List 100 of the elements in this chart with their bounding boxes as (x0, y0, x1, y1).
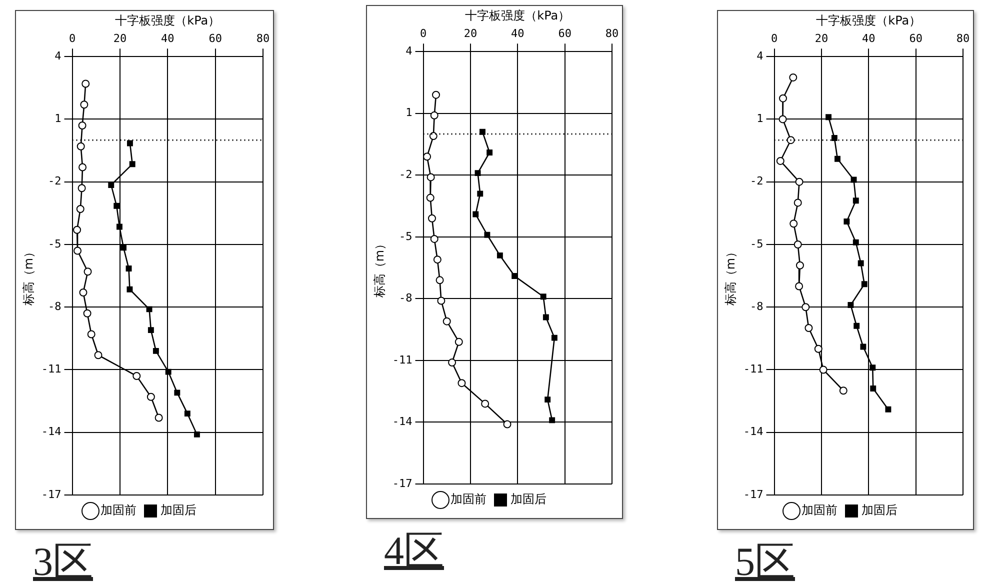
point (860, 344, 866, 350)
point (129, 161, 136, 168)
point (790, 220, 798, 228)
point (870, 386, 876, 392)
point (116, 224, 122, 230)
point (551, 334, 558, 341)
text: 5区 (735, 538, 795, 586)
x-tick-label: 0 (420, 26, 427, 40)
point (79, 288, 88, 296)
point (481, 400, 490, 408)
y-tick-label: -2 (750, 174, 764, 188)
point (154, 414, 163, 422)
point (148, 327, 154, 334)
x-axis-title: 十字板强度（kPa） (115, 13, 220, 28)
point (844, 218, 850, 224)
point (87, 330, 96, 338)
x-tick-label: 20 (464, 26, 478, 40)
point (152, 348, 159, 354)
legend-label: 加固前 (450, 492, 486, 506)
point (83, 309, 92, 318)
point (76, 142, 85, 150)
point (80, 100, 88, 109)
y-axis-title: 标高（m） (372, 238, 386, 299)
legend-label: 加固后 (862, 503, 898, 518)
point (132, 372, 141, 380)
point (74, 246, 82, 255)
legend-label: 加固后 (510, 492, 546, 506)
y-tick-label: -17 (392, 476, 412, 490)
point (831, 135, 838, 141)
point (804, 324, 813, 332)
point (885, 406, 892, 412)
y-tick-label: 4 (406, 44, 413, 58)
point (826, 114, 832, 120)
point (194, 431, 200, 438)
point (126, 266, 132, 272)
y-tick-label: -2 (399, 168, 412, 181)
point (429, 132, 438, 140)
x-tick-label: 0 (68, 32, 76, 45)
y-tick-label: -14 (743, 425, 764, 438)
x-axis-title: 十字板强度（kPa） (465, 8, 570, 22)
point (814, 344, 822, 353)
x-tick-label: 80 (605, 26, 619, 40)
point (73, 226, 82, 234)
point (839, 386, 848, 395)
point (486, 150, 493, 156)
y-axis-title: 标高（m） (723, 246, 738, 307)
text: 4区 (384, 527, 444, 575)
legend-label: 加固后 (160, 503, 196, 518)
point (496, 252, 503, 258)
point (858, 260, 864, 266)
y-tick-label: -5 (750, 237, 764, 250)
point (126, 140, 133, 146)
point (430, 111, 438, 120)
point (174, 390, 180, 396)
y-tick-label: 4 (756, 49, 764, 62)
point (778, 115, 787, 124)
legend-label: 加固前 (100, 503, 136, 518)
point (795, 282, 804, 290)
point (778, 94, 787, 102)
point (852, 239, 859, 246)
x-tick-label: 40 (862, 32, 876, 45)
point (120, 244, 126, 251)
point (794, 198, 802, 207)
point (484, 232, 490, 238)
text: 3区 (33, 538, 93, 586)
x-tick-label: 0 (770, 32, 778, 45)
point (477, 190, 484, 197)
y-tick-label: -8 (750, 300, 764, 313)
x-tick-label: 40 (511, 26, 524, 40)
legend-label: 加固前 (802, 503, 838, 518)
point (458, 379, 466, 388)
y-tick-label: -8 (48, 300, 62, 313)
point (426, 194, 434, 202)
point (146, 392, 155, 401)
point (794, 240, 802, 248)
point (796, 261, 804, 270)
point (542, 314, 549, 320)
point (540, 294, 546, 300)
point (78, 184, 86, 192)
x-tick-label: 80 (956, 32, 970, 45)
point (82, 80, 90, 88)
y-tick-label: -17 (743, 488, 764, 501)
point (819, 366, 828, 374)
y-tick-label: -14 (392, 415, 413, 428)
y-tick-label: 4 (54, 49, 62, 62)
point (776, 156, 784, 165)
point (544, 396, 551, 403)
x-tick-label: 20 (814, 32, 828, 45)
y-tick-label: -11 (41, 362, 62, 376)
point (426, 173, 435, 182)
point (802, 303, 810, 312)
y-tick-label: -11 (392, 353, 412, 366)
y-tick-label: -2 (48, 174, 62, 188)
y-tick-label: 1 (756, 112, 764, 126)
point (184, 410, 190, 417)
point (428, 214, 436, 222)
point (437, 296, 446, 305)
point (165, 368, 172, 375)
point (126, 286, 133, 292)
point (854, 322, 860, 329)
